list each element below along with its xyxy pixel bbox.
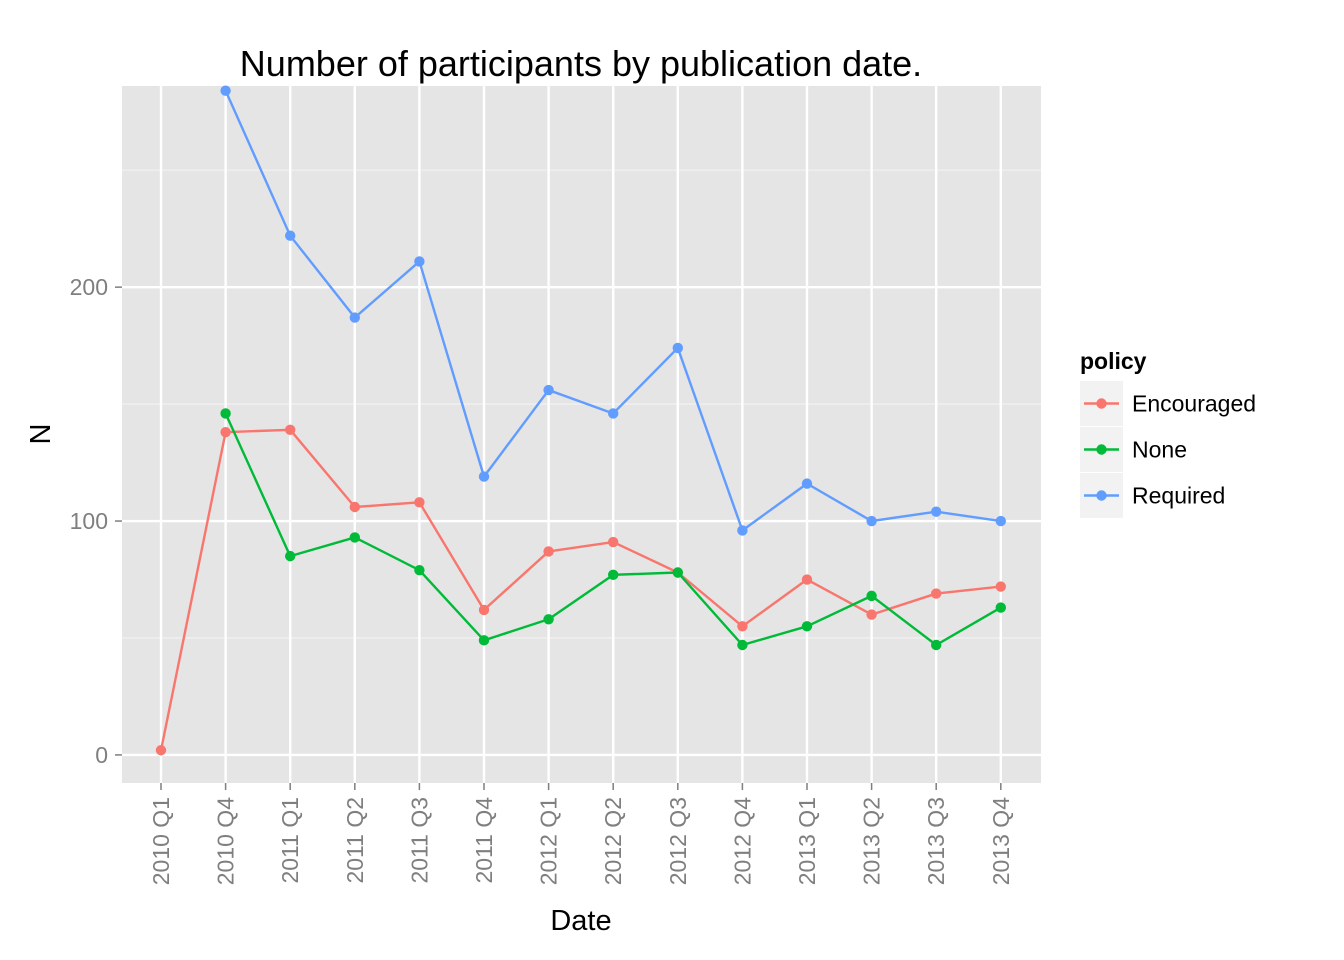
data-point-encouraged <box>931 588 942 599</box>
data-point-none <box>543 614 554 625</box>
x-tick-label: 2013 Q1 <box>794 797 820 885</box>
data-point-encouraged <box>220 426 231 438</box>
x-tick-label: 2010 Q4 <box>213 797 239 885</box>
x-axis-title: Date <box>550 905 611 937</box>
data-point-none <box>478 635 490 646</box>
data-point-required <box>801 478 813 489</box>
series-none <box>220 408 1006 651</box>
legend-key-none: None <box>1080 427 1187 472</box>
data-point-none <box>672 567 683 578</box>
y-axis: 0 100 200 <box>70 274 122 768</box>
x-tick-label: 2013 Q4 <box>988 797 1014 885</box>
x-tick-label: 2011 Q4 <box>471 797 497 884</box>
y-axis-title: N <box>25 424 57 445</box>
plot-panel <box>122 86 1041 783</box>
data-point-none <box>866 590 877 602</box>
data-point-none <box>737 639 748 651</box>
data-point-required <box>285 230 296 241</box>
chart-title: Number of participants by publication da… <box>240 43 922 84</box>
legend-title: policy <box>1080 348 1147 374</box>
y-tick-label: 0 <box>95 742 108 768</box>
legend: policy Encouraged None Required <box>1080 348 1256 518</box>
x-tick-label: 2013 Q3 <box>923 797 949 885</box>
x-tick-label: 2012 Q4 <box>729 797 755 885</box>
legend-label-required: Required <box>1132 483 1225 509</box>
legend-key-encouraged: Encouraged <box>1080 381 1256 426</box>
x-tick-label: 2012 Q3 <box>665 797 691 885</box>
data-point-required <box>543 384 554 396</box>
major-gridlines <box>122 86 1041 783</box>
minor-gridlines <box>122 169 1041 639</box>
data-point-required <box>414 256 425 267</box>
data-point-none <box>285 550 296 562</box>
data-point-none <box>349 532 360 543</box>
data-point-none <box>931 639 942 651</box>
legend-key-point <box>1096 398 1107 409</box>
series-layer <box>155 85 1006 756</box>
series-encouraged <box>155 424 1006 756</box>
data-point-required <box>931 506 942 517</box>
data-point-encouraged <box>155 745 167 756</box>
data-point-required <box>349 312 360 323</box>
data-point-encouraged <box>737 621 748 632</box>
x-tick-label: 2011 Q1 <box>277 797 303 884</box>
x-tick-label: 2011 Q3 <box>406 797 432 884</box>
data-point-encouraged <box>801 574 813 585</box>
series-required <box>220 85 1006 536</box>
legend-label-encouraged: Encouraged <box>1132 391 1256 417</box>
x-tick-label: 2011 Q2 <box>342 797 368 884</box>
x-axis: 2010 Q1 2010 Q4 2011 Q1 2011 Q2 2011 Q3 2011 … <box>148 783 1014 885</box>
data-point-required <box>995 515 1006 527</box>
data-point-none <box>608 569 619 581</box>
legend-label-none: None <box>1132 437 1187 463</box>
data-point-required <box>866 515 877 527</box>
data-point-encouraged <box>478 604 490 616</box>
data-point-none <box>220 408 231 419</box>
x-tick-label: 2012 Q1 <box>536 797 562 885</box>
legend-key-point <box>1096 490 1107 501</box>
data-point-encouraged <box>349 501 360 513</box>
legend-key-point <box>1096 444 1107 455</box>
legend-key-required: Required <box>1080 473 1225 518</box>
data-point-required <box>220 85 231 96</box>
data-point-encouraged <box>608 536 619 548</box>
x-tick-label: 2010 Q1 <box>148 797 174 885</box>
y-tick-label: 200 <box>70 274 108 300</box>
data-point-none <box>414 564 425 576</box>
data-point-encouraged <box>285 424 296 436</box>
data-point-none <box>995 602 1006 613</box>
data-point-encouraged <box>866 609 877 620</box>
data-point-encouraged <box>995 581 1006 592</box>
data-point-required <box>478 471 490 482</box>
data-point-required <box>737 525 748 536</box>
data-point-required <box>608 408 619 419</box>
series-line-encouraged <box>159 428 1001 751</box>
x-tick-label: 2013 Q2 <box>859 797 885 885</box>
data-point-none <box>801 621 813 632</box>
data-point-encouraged <box>543 546 554 557</box>
data-point-required <box>672 342 683 354</box>
x-tick-label: 2012 Q2 <box>600 797 626 885</box>
y-tick-label: 100 <box>70 508 108 534</box>
data-point-encouraged <box>414 497 425 508</box>
